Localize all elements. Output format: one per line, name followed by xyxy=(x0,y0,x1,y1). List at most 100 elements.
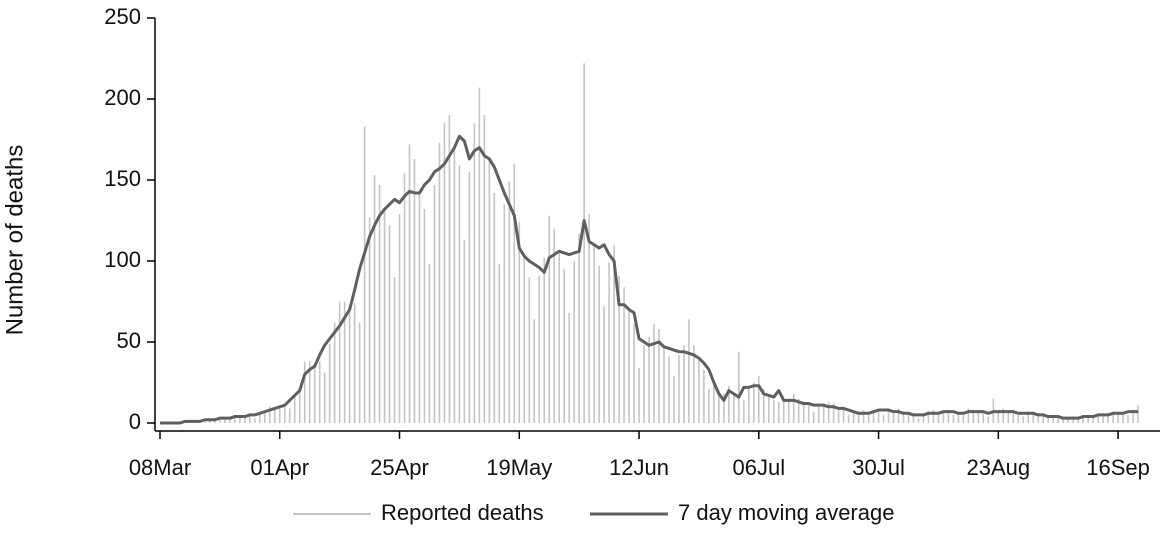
bar xyxy=(977,411,980,423)
bar xyxy=(613,244,615,423)
bar xyxy=(1032,411,1035,423)
bar xyxy=(713,384,715,423)
x-tick-label: 16Sep xyxy=(1086,455,1150,480)
bar xyxy=(907,413,910,423)
bar xyxy=(413,158,416,423)
x-tick-label: 06Jul xyxy=(733,455,786,480)
bar xyxy=(373,175,376,423)
bar xyxy=(917,418,920,423)
bar xyxy=(1002,408,1005,423)
bar xyxy=(767,395,770,423)
bar xyxy=(922,414,925,423)
bar xyxy=(448,115,451,423)
bar xyxy=(698,358,700,423)
bar xyxy=(348,309,351,423)
bar xyxy=(912,414,915,423)
bar xyxy=(298,387,301,423)
bar xyxy=(852,411,855,423)
bar xyxy=(777,401,780,423)
bar xyxy=(283,406,286,423)
bar xyxy=(1097,414,1099,423)
bar xyxy=(997,410,1000,423)
bar xyxy=(263,410,266,423)
bar xyxy=(493,192,496,423)
bar xyxy=(368,217,371,423)
bar xyxy=(817,406,820,423)
bar xyxy=(353,303,356,423)
bar xyxy=(234,414,236,423)
bar xyxy=(982,413,985,423)
bar xyxy=(892,410,895,423)
bar xyxy=(937,411,940,423)
x-tick-label: 30Jul xyxy=(852,455,905,480)
y-tick-label: 0 xyxy=(129,409,141,434)
y-axis-label: Number of deaths xyxy=(1,145,28,336)
bar xyxy=(388,225,391,423)
bar xyxy=(762,388,765,423)
bar xyxy=(378,184,381,423)
bar xyxy=(618,275,620,423)
bar xyxy=(538,275,541,423)
bar xyxy=(1137,405,1139,423)
bar xyxy=(443,123,446,424)
bar xyxy=(1062,418,1064,423)
bar xyxy=(383,209,386,423)
bar xyxy=(683,345,685,423)
bar xyxy=(528,277,531,423)
legend-label: 7 day moving average xyxy=(678,500,894,525)
bar xyxy=(628,309,630,423)
bar xyxy=(1067,418,1069,423)
bar xyxy=(668,356,670,423)
bar xyxy=(318,361,321,423)
bar xyxy=(932,410,935,423)
bar xyxy=(498,264,501,423)
bar xyxy=(967,408,970,423)
bar xyxy=(952,414,955,423)
bar xyxy=(363,126,366,423)
bar xyxy=(1027,413,1030,423)
bar xyxy=(578,233,580,423)
bar xyxy=(453,147,456,423)
bar xyxy=(1057,418,1059,423)
bar xyxy=(408,144,411,424)
bar xyxy=(573,261,575,423)
bar xyxy=(1072,416,1074,423)
bar xyxy=(1007,410,1010,423)
bar xyxy=(503,204,506,423)
bar xyxy=(423,209,426,423)
bar xyxy=(827,401,830,423)
y-tick-label: 150 xyxy=(104,166,141,191)
bar xyxy=(837,408,840,423)
x-tick-label: 23Aug xyxy=(967,455,1031,480)
bar xyxy=(488,158,491,423)
bar xyxy=(593,244,595,423)
bar xyxy=(678,354,680,423)
y-tick-label: 50 xyxy=(117,328,141,353)
bar xyxy=(259,413,261,423)
bar xyxy=(328,343,331,423)
bar xyxy=(927,411,930,423)
bar xyxy=(653,324,655,423)
bar xyxy=(902,411,905,423)
bar xyxy=(663,346,665,423)
bar xyxy=(483,115,486,423)
bar xyxy=(513,163,516,424)
bar xyxy=(1037,413,1040,423)
bar xyxy=(468,171,471,423)
bar xyxy=(987,416,990,423)
x-tick-label: 25Apr xyxy=(370,455,429,480)
bar xyxy=(533,319,536,423)
bar xyxy=(1107,413,1109,423)
y-tick-label: 200 xyxy=(104,85,141,110)
bar xyxy=(278,406,281,423)
x-tick-label: 12Jun xyxy=(609,455,669,480)
bar xyxy=(244,416,246,423)
bar xyxy=(1112,411,1114,423)
bar xyxy=(543,257,546,423)
bar xyxy=(463,239,466,423)
bar xyxy=(787,398,790,423)
bar xyxy=(343,301,346,423)
bar xyxy=(219,419,221,423)
